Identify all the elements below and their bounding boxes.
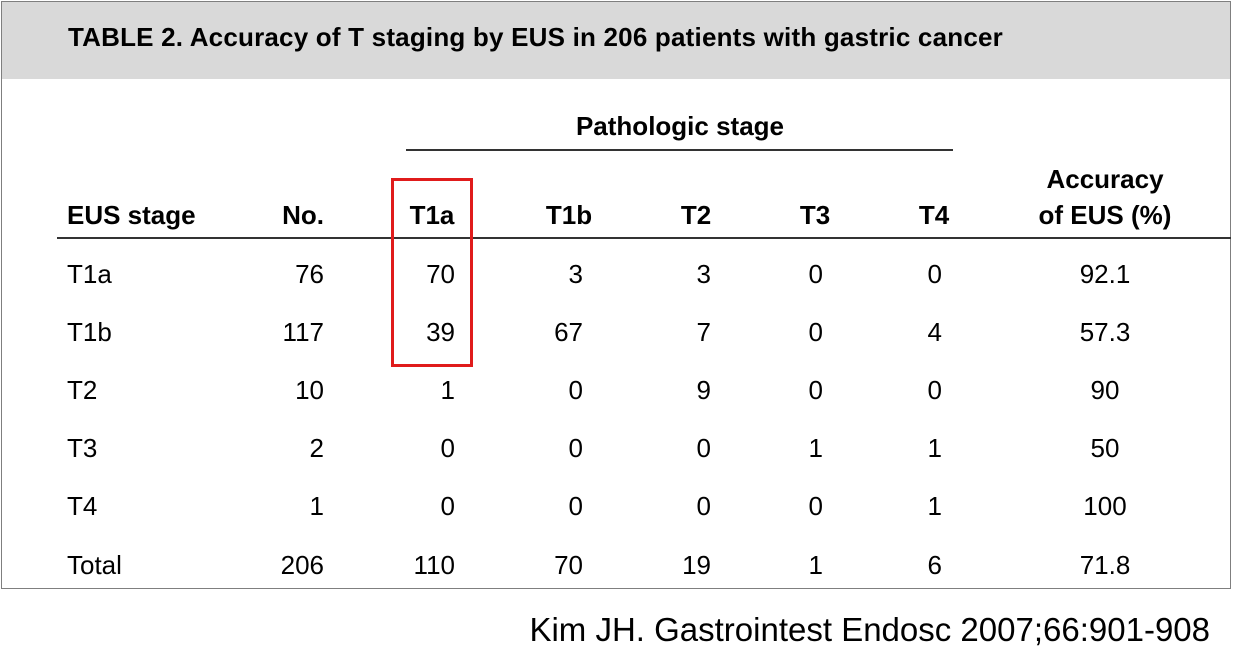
cell-t3: 0 bbox=[808, 491, 823, 521]
cell-t2: 0 bbox=[696, 491, 711, 521]
cell-stage: T2 bbox=[67, 375, 98, 405]
cell-t1a: 39 bbox=[426, 317, 455, 347]
cell-t1b: 70 bbox=[554, 550, 583, 580]
cell-no: 117 bbox=[282, 317, 324, 347]
cell-t2: 9 bbox=[696, 375, 711, 405]
cell-t1b: 0 bbox=[568, 433, 583, 463]
cell-t4: 1 bbox=[927, 433, 942, 463]
cell-t1a: 1 bbox=[440, 375, 455, 405]
cell-no: 10 bbox=[295, 375, 324, 405]
cell-t4: 4 bbox=[927, 317, 942, 347]
cell-accuracy: 50 bbox=[1090, 433, 1120, 463]
cell-t1b: 67 bbox=[554, 317, 583, 347]
cell-t3: 0 bbox=[808, 317, 823, 347]
cell-accuracy: 71.8 bbox=[1079, 550, 1131, 580]
citation: Kim JH. Gastrointest Endosc 2007;66:901-… bbox=[529, 611, 1210, 648]
col-header-t1b: T1b bbox=[545, 200, 593, 230]
cell-t2: 3 bbox=[696, 259, 711, 289]
table-frame: TABLE 2. Accuracy of T staging by EUS in… bbox=[1, 1, 1231, 589]
cell-t4: 0 bbox=[927, 375, 942, 405]
cell-t1a: 0 bbox=[440, 433, 455, 463]
cell-t3: 1 bbox=[808, 433, 823, 463]
cell-no: 206 bbox=[280, 550, 324, 580]
highlight-box bbox=[391, 178, 473, 367]
col-header-no: No. bbox=[282, 200, 324, 230]
cell-t1b: 0 bbox=[568, 375, 583, 405]
title-band bbox=[2, 2, 1230, 79]
col-header-t1a: T1a bbox=[409, 200, 455, 230]
col-header-accuracy-line2: of EUS (%) bbox=[1038, 200, 1172, 230]
table-title: TABLE 2. Accuracy of T staging by EUS in… bbox=[68, 22, 1003, 52]
cell-t4: 1 bbox=[927, 491, 942, 521]
col-header-accuracy-line1: Accuracy bbox=[1046, 164, 1164, 194]
cell-no: 1 bbox=[309, 491, 324, 521]
cell-accuracy: 57.3 bbox=[1079, 317, 1131, 347]
cell-t3: 0 bbox=[808, 375, 823, 405]
cell-stage: T3 bbox=[67, 433, 98, 463]
cell-t1a: 70 bbox=[426, 259, 455, 289]
cell-t1a: 110 bbox=[413, 550, 455, 580]
group-header-rule bbox=[406, 149, 953, 151]
cell-no: 76 bbox=[295, 259, 324, 289]
header-rule bbox=[57, 237, 1231, 239]
cell-accuracy: 90 bbox=[1090, 375, 1120, 405]
cell-t2: 0 bbox=[696, 433, 711, 463]
cell-stage: T1a bbox=[67, 259, 112, 289]
group-header-pathologic-stage: Pathologic stage bbox=[575, 111, 785, 141]
cell-t1b: 3 bbox=[568, 259, 583, 289]
col-header-eus-stage: EUS stage bbox=[67, 200, 196, 230]
cell-t2: 7 bbox=[696, 317, 711, 347]
cell-t3: 1 bbox=[808, 550, 823, 580]
cell-stage: Total bbox=[67, 550, 122, 580]
cell-no: 2 bbox=[309, 433, 324, 463]
cell-t4: 6 bbox=[927, 550, 942, 580]
col-header-t3: T3 bbox=[799, 200, 831, 230]
cell-t3: 0 bbox=[808, 259, 823, 289]
cell-stage: T1b bbox=[67, 317, 112, 347]
cell-accuracy: 92.1 bbox=[1079, 259, 1131, 289]
cell-t1a: 0 bbox=[440, 491, 455, 521]
cell-stage: T4 bbox=[67, 491, 98, 521]
cell-t4: 0 bbox=[927, 259, 942, 289]
cell-t2: 19 bbox=[682, 550, 711, 580]
cell-accuracy: 100 bbox=[1083, 491, 1127, 521]
col-header-t4: T4 bbox=[918, 200, 950, 230]
cell-t1b: 0 bbox=[568, 491, 583, 521]
col-header-t2: T2 bbox=[680, 200, 712, 230]
